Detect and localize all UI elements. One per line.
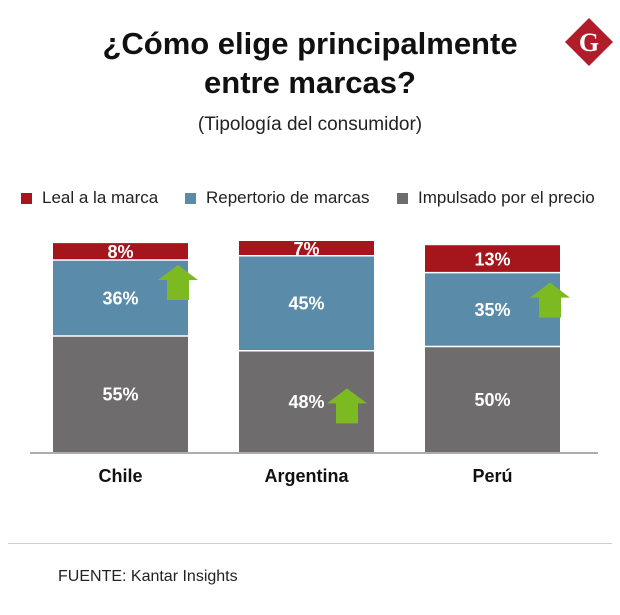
chart-subtitle: (Tipología del consumidor) <box>197 114 423 135</box>
trend-up-arrow-icon-chile <box>158 264 198 300</box>
data-label-argentina-repertorio-de-marcas: 45% <box>288 294 324 314</box>
bar-segment-peru-repertorio-de-marcas <box>425 272 560 347</box>
data-label-argentina-impulsado-por-el-precio: 48% <box>288 392 324 412</box>
bar-segment-peru-impulsado-por-el-precio <box>425 346 560 452</box>
data-label-chile-leal-a-la-marca: 8% <box>107 242 133 262</box>
source-note: FUENTE: Kantar Insights <box>58 568 238 585</box>
legend-swatch-repertorio <box>185 192 196 204</box>
trend-up-arrow-icon-peru <box>530 282 570 318</box>
bar-segment-chile-impulsado-por-el-precio <box>53 335 188 452</box>
legend-item-repertorio: Repertorio de marcas <box>185 188 369 208</box>
bar-segment-argentina-leal-a-la-marca <box>239 241 374 256</box>
x-tick-label-peru: Perú <box>472 466 512 486</box>
data-label-chile-repertorio-de-marcas: 36% <box>102 288 138 308</box>
x-tick-label-chile: Chile <box>98 466 142 486</box>
data-label-peru-leal-a-la-marca: 13% <box>474 249 510 269</box>
legend-label-repertorio: Repertorio de marcas <box>206 188 370 207</box>
chart-legend: Leal a la marca Repertorio de marcas Imp… <box>21 188 620 212</box>
data-label-argentina-leal-a-la-marca: 7% <box>293 239 319 259</box>
legend-item-precio: Impulsado por el precio <box>397 188 595 208</box>
footer-divider <box>8 543 612 544</box>
logo-diamond <box>565 18 613 66</box>
legend-swatch-precio <box>397 192 408 204</box>
legend-item-leal: Leal a la marca <box>21 188 158 208</box>
data-label-peru-impulsado-por-el-precio: 50% <box>474 390 510 410</box>
bar-segment-chile-leal-a-la-marca <box>53 243 188 260</box>
stacked-bar-chart: 55% 36% 8% Chile 48% 45% 7% Argentina 50% 35% 13% P… <box>30 239 598 486</box>
data-label-peru-repertorio-de-marcas: 35% <box>474 300 510 320</box>
chart-title-line-2: entre marcas? <box>204 65 416 100</box>
bar-segment-chile-repertorio-de-marcas <box>53 259 188 336</box>
logo-letter: G <box>579 28 599 57</box>
bar-segment-peru-leal-a-la-marca <box>425 245 560 273</box>
x-tick-label-argentina: Argentina <box>264 466 349 486</box>
trend-up-arrow-icon-argentina <box>327 388 367 424</box>
bar-segment-argentina-repertorio-de-marcas <box>239 255 374 351</box>
gestion-logo-icon: G <box>565 18 613 66</box>
legend-label-leal: Leal a la marca <box>42 188 159 207</box>
legend-swatch-leal <box>21 192 32 204</box>
chart-title-line-1: ¿Cómo elige principalmente <box>102 26 518 61</box>
legend-label-precio: Impulsado por el precio <box>418 188 595 207</box>
chart-title: ¿Cómo elige principalmente entre marcas? <box>0 24 620 102</box>
data-label-chile-impulsado-por-el-precio: 55% <box>102 384 138 404</box>
